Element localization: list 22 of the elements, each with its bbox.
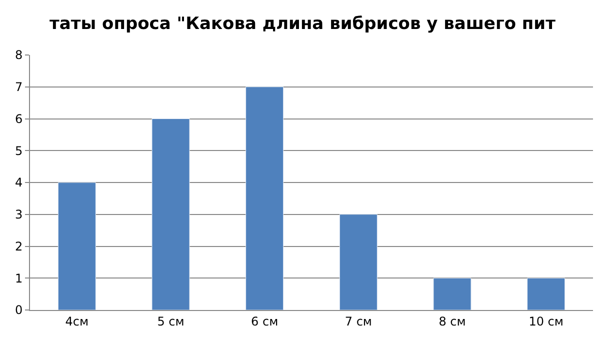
y-tick-label: 5 bbox=[14, 144, 23, 158]
x-tick-label: 7 см bbox=[344, 314, 372, 328]
y-tick-label: 3 bbox=[14, 208, 23, 222]
chart-title: таты опроса "Какова длина вибрисов у вашего пит bbox=[50, 14, 556, 34]
bar bbox=[58, 182, 96, 310]
x-tick-label: 8 см bbox=[438, 314, 466, 328]
y-tick-label: 4 bbox=[14, 176, 23, 190]
y-tick-label: 0 bbox=[14, 303, 23, 318]
y-tick-label: 7 bbox=[14, 80, 23, 94]
bar bbox=[527, 278, 566, 310]
y-tick-label: 6 bbox=[14, 112, 23, 126]
y-tick-label: 2 bbox=[14, 239, 23, 254]
y-tick-label: 1 bbox=[14, 271, 23, 286]
bar bbox=[433, 278, 472, 310]
y-tick-label: 8 bbox=[14, 48, 23, 62]
bar bbox=[246, 86, 284, 310]
x-tick-label: 4см bbox=[65, 314, 89, 328]
x-tick-label: 10 см bbox=[528, 314, 564, 328]
bar bbox=[152, 118, 190, 310]
x-tick-label: 5 см bbox=[157, 314, 184, 328]
x-tick-label: 6 см bbox=[251, 314, 278, 328]
bar bbox=[339, 214, 378, 310]
